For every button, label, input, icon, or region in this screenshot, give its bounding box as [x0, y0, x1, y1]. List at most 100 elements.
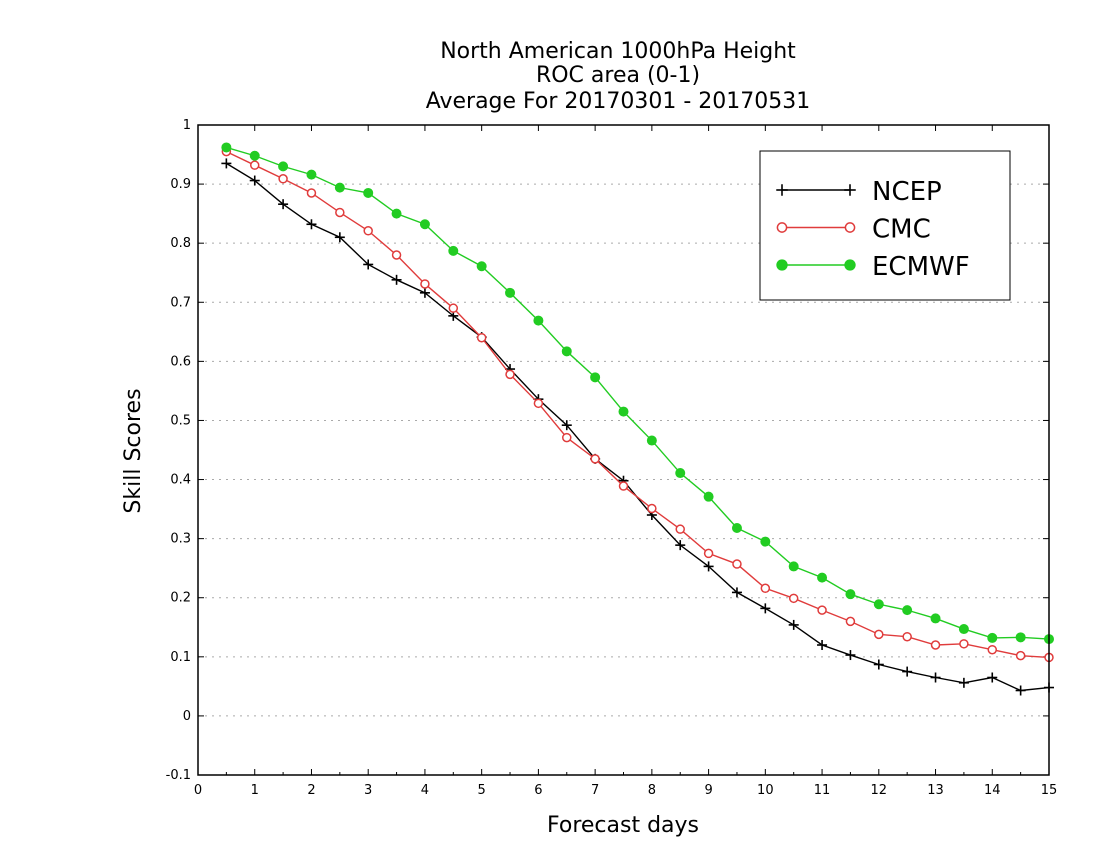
data-point-filled-circle: [249, 150, 260, 161]
data-point-plus: [249, 175, 260, 186]
data-point-open-circle: [335, 207, 345, 218]
x-tick-label: 2: [307, 783, 315, 798]
data-point-open-circle: [844, 222, 856, 233]
data-point-filled-circle: [703, 491, 714, 502]
data-point-filled-circle: [476, 261, 487, 272]
x-tick-label: 7: [591, 783, 599, 798]
data-point-filled-circle: [533, 315, 544, 326]
y-tick-label: 0.9: [170, 177, 191, 192]
data-point-plus: [873, 659, 884, 670]
legend-entry-ecmwf: ECMWF: [776, 252, 970, 282]
data-point-open-circle: [930, 640, 941, 650]
data-point-open-circle: [776, 222, 788, 233]
data-point-open-circle: [703, 548, 714, 559]
series-line-cmc: [226, 150, 1050, 659]
data-point-plus: [221, 158, 232, 169]
legend-box: [759, 150, 1011, 301]
data-point-open-circle: [1015, 650, 1026, 661]
x-tick-label: 12: [871, 783, 888, 798]
data-point-plus: [391, 274, 402, 285]
axis-ticks: -0.100.10.20.30.40.50.60.70.80.910 1 2 3 4 5 6…: [166, 118, 1058, 798]
x-tick-label: 1: [251, 783, 259, 798]
data-point-plus: [817, 640, 828, 650]
data-point-plus: [703, 561, 714, 572]
data-point-plus: [776, 184, 788, 196]
data-point-filled-circle: [561, 346, 572, 357]
x-tick-label: 6: [534, 783, 542, 798]
data-point-filled-circle: [817, 572, 828, 583]
data-point-plus: [760, 603, 771, 614]
data-point-open-circle: [675, 524, 685, 534]
data-point-open-circle: [845, 616, 856, 627]
y-tick-label: 0.1: [170, 650, 191, 665]
x-axis-label: Forecast days: [547, 813, 699, 838]
data-point-filled-circle: [334, 182, 345, 193]
data-point-filled-circle: [1015, 632, 1026, 643]
x-tick-label: 10: [757, 783, 774, 798]
data-point-plus: [278, 199, 289, 210]
chart-title-line-3: Average For 20170301 - 20170531: [426, 89, 811, 114]
data-point-open-circle: [391, 250, 402, 260]
data-point-filled-circle: [618, 406, 629, 417]
y-tick-label: 0.8: [170, 236, 191, 251]
data-point-open-circle: [476, 332, 487, 343]
x-tick-label: 11: [814, 783, 831, 798]
data-point-open-circle: [732, 559, 742, 569]
x-tick-label: 8: [648, 783, 656, 798]
data-point-filled-circle: [505, 287, 516, 298]
data-point-filled-circle: [646, 435, 657, 446]
data-point-filled-circle: [760, 536, 771, 547]
data-point-filled-circle: [448, 245, 459, 256]
y-tick-label: 0.3: [170, 532, 191, 547]
chart-title-line-2: ROC area (0-1): [536, 63, 700, 88]
data-point-filled-circle: [731, 523, 742, 533]
x-tick-label: 5: [478, 783, 486, 798]
legend-entry-cmc: CMC: [776, 215, 931, 245]
y-axis-label: Skill Scores: [121, 388, 146, 513]
data-point-open-circle: [363, 226, 373, 236]
x-tick-label: 0: [194, 783, 202, 798]
data-point-open-circle: [874, 629, 884, 640]
data-point-filled-circle: [776, 259, 788, 271]
x-tick-label: 4: [421, 783, 429, 798]
y-tick-label: 1: [183, 118, 191, 133]
series-ecmwf: [221, 142, 1054, 645]
data-point-filled-circle: [987, 632, 998, 643]
data-point-plus: [788, 619, 799, 630]
data-point-filled-circle: [363, 187, 374, 198]
y-tick-label: 0: [183, 709, 191, 724]
data-point-open-circle: [618, 481, 629, 491]
data-point-plus: [334, 232, 345, 243]
data-point-open-circle: [306, 188, 317, 198]
data-point-plus: [844, 184, 856, 196]
y-tick-label: 0.4: [170, 473, 191, 488]
data-point-plus: [731, 587, 742, 598]
legend: NCEP CMC ECMWF: [759, 150, 1011, 301]
chart-title: North American 1000hPa Height ROC area (…: [426, 39, 811, 114]
y-tick-label: -0.1: [166, 768, 191, 783]
data-point-plus: [306, 219, 317, 230]
y-tick-label: 0.5: [170, 413, 191, 428]
data-point-filled-circle: [590, 372, 601, 383]
legend-entry-ncep: NCEP: [776, 177, 942, 207]
data-point-plus: [930, 672, 941, 683]
data-point-open-circle: [533, 398, 544, 409]
chart-title-line-1: North American 1000hPa Height: [440, 39, 796, 64]
data-point-filled-circle: [873, 599, 884, 610]
data-point-filled-circle: [391, 208, 402, 219]
data-series: [221, 142, 1054, 696]
data-point-plus: [363, 259, 374, 270]
data-point-open-circle: [590, 454, 600, 464]
x-tick-label: 9: [704, 783, 712, 798]
data-point-filled-circle: [844, 259, 856, 271]
data-point-plus: [845, 650, 856, 661]
data-point-open-circle: [902, 631, 912, 642]
data-point-plus: [561, 420, 572, 431]
data-point-filled-circle: [278, 161, 289, 172]
data-point-plus: [419, 287, 430, 298]
data-point-open-circle: [817, 605, 827, 615]
legend-label: CMC: [872, 215, 931, 245]
data-point-filled-circle: [419, 219, 430, 230]
legend-label: NCEP: [872, 177, 942, 207]
data-point-filled-circle: [845, 589, 856, 600]
